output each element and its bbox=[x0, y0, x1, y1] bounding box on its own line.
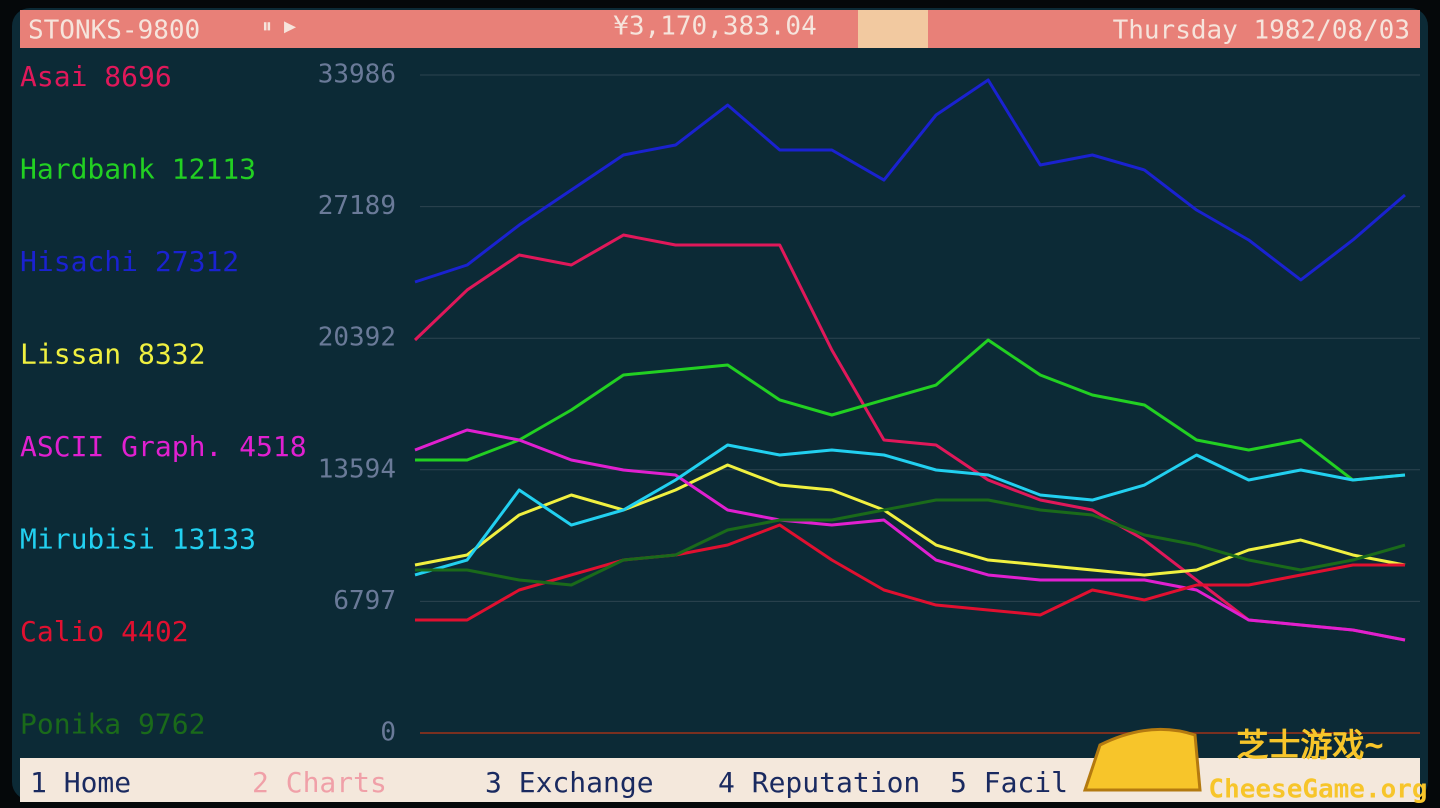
series-line bbox=[415, 523, 1405, 622]
pause-play[interactable]: ⏸ ▶ bbox=[262, 14, 296, 38]
y-tick-label: 0 bbox=[380, 718, 396, 748]
watermark-site: CheeseGame.org bbox=[1208, 775, 1427, 805]
legend-price: 4402 bbox=[121, 615, 188, 648]
legend-entry: Hardbank 12113 bbox=[20, 153, 256, 186]
nav-tab[interactable]: 4 Reputation bbox=[718, 766, 920, 799]
nav-tab[interactable]: 5 Facil bbox=[950, 766, 1068, 799]
legend-price: 8332 bbox=[138, 338, 205, 371]
header-block bbox=[858, 10, 928, 48]
legend: Asai 8696 Hardbank 12113 Hisachi 27312 Liss… bbox=[20, 60, 307, 741]
legend-name: Hardbank bbox=[20, 153, 155, 186]
nav-tab[interactable]: 2 Charts bbox=[252, 766, 387, 799]
series-line bbox=[414, 78, 1406, 284]
legend-entry: Lissan 8332 bbox=[20, 338, 205, 371]
legend-name: Ponika bbox=[20, 708, 121, 741]
series-line bbox=[415, 338, 1406, 482]
legend-name: Hisachi bbox=[20, 245, 138, 278]
series-line bbox=[415, 498, 1406, 587]
money: ¥3,170,383.04 bbox=[613, 12, 817, 42]
legend-price: 4518 bbox=[239, 430, 306, 463]
legend-price: 13133 bbox=[172, 523, 256, 556]
legend-entry: ASCII Graph. 4518 bbox=[20, 430, 307, 463]
plot: 0 6797 13594 20392 27189 33986 bbox=[318, 60, 1420, 748]
cheese-logo bbox=[1082, 727, 1202, 792]
series-line bbox=[414, 428, 1406, 642]
legend-name: Mirubisi bbox=[20, 523, 155, 556]
series-line bbox=[414, 463, 1406, 577]
y-tick-label: 33986 bbox=[318, 60, 396, 90]
y-tick-label: 20392 bbox=[318, 323, 396, 353]
series-line bbox=[414, 443, 1406, 577]
legend-entry: Calio 4402 bbox=[20, 615, 189, 648]
legend-name: ASCII Graph. bbox=[20, 430, 222, 463]
legend-entry: Ponika 9762 bbox=[20, 708, 205, 741]
y-tick-label: 6797 bbox=[333, 586, 396, 616]
nav-tab[interactable]: 3 Exchange bbox=[485, 766, 654, 799]
legend-name: Calio bbox=[20, 615, 104, 648]
legend-entry: Hisachi 27312 bbox=[20, 245, 239, 278]
legend-price: 27312 bbox=[155, 245, 239, 278]
nav-tab[interactable]: 1 Home bbox=[30, 766, 131, 799]
y-tick-label: 27189 bbox=[318, 191, 396, 221]
y-tick-label: 13594 bbox=[318, 454, 396, 484]
legend-price: 8696 bbox=[104, 60, 171, 93]
watermark-text: 芝士游戏~ bbox=[1236, 726, 1383, 764]
monitor bbox=[12, 8, 1428, 800]
legend-entry: Asai 8696 bbox=[20, 60, 172, 93]
header-bar bbox=[20, 10, 1420, 48]
legend-price: 12113 bbox=[172, 153, 256, 186]
legend-name: Asai bbox=[20, 60, 87, 93]
legend-price: 9762 bbox=[138, 708, 205, 741]
legend-name: Lissan bbox=[20, 338, 121, 371]
legend-entry: Mirubisi 13133 bbox=[20, 523, 256, 556]
app-title: STONKS-9800 bbox=[28, 16, 200, 46]
nav: 1 Home 2 Charts 3 Exchange 4 Reputation 5 Fa… bbox=[30, 766, 1068, 799]
date: Thursday 1982/08/03 bbox=[1113, 16, 1410, 46]
